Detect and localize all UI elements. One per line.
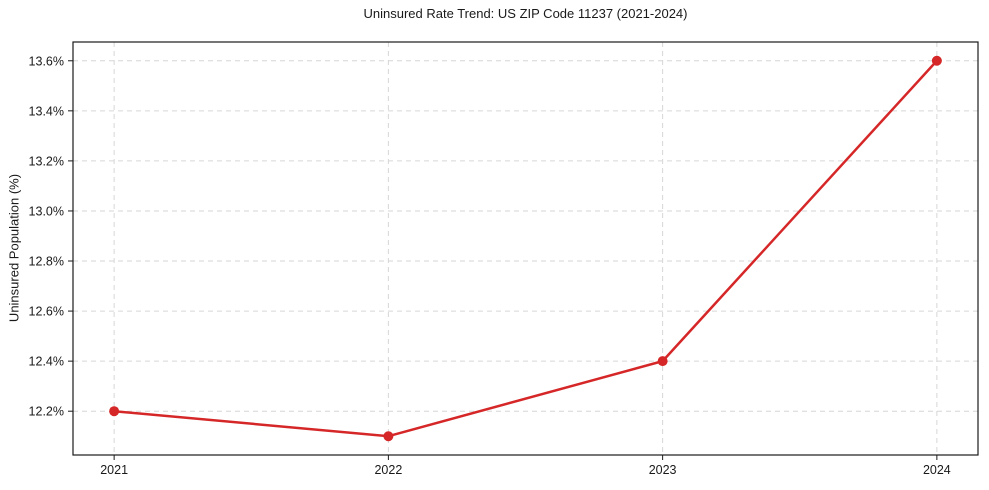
y-tick-label: 12.6% bbox=[29, 305, 64, 319]
data-point-marker bbox=[109, 406, 120, 417]
x-tick-label: 2022 bbox=[374, 463, 402, 477]
chart-title: Uninsured Rate Trend: US ZIP Code 11237 … bbox=[363, 6, 688, 21]
x-tick-label: 2021 bbox=[100, 463, 128, 477]
data-point-marker bbox=[383, 431, 394, 442]
y-tick-label: 12.8% bbox=[29, 255, 64, 269]
x-tick-label: 2023 bbox=[649, 463, 677, 477]
y-axis-label: Uninsured Population (%) bbox=[6, 173, 22, 323]
y-tick-label: 13.6% bbox=[29, 54, 64, 68]
y-tick-label: 13.0% bbox=[29, 204, 64, 218]
plot-border bbox=[72, 41, 979, 456]
data-point-marker bbox=[657, 356, 668, 367]
y-tick-label: 12.2% bbox=[29, 405, 64, 419]
y-tick-label: 13.2% bbox=[29, 154, 64, 168]
x-tick-label: 2024 bbox=[923, 463, 951, 477]
y-tick-label: 12.4% bbox=[29, 355, 64, 369]
trend-line bbox=[112, 59, 939, 438]
y-tick-label: 13.4% bbox=[29, 104, 64, 118]
data-point-marker bbox=[931, 55, 942, 66]
